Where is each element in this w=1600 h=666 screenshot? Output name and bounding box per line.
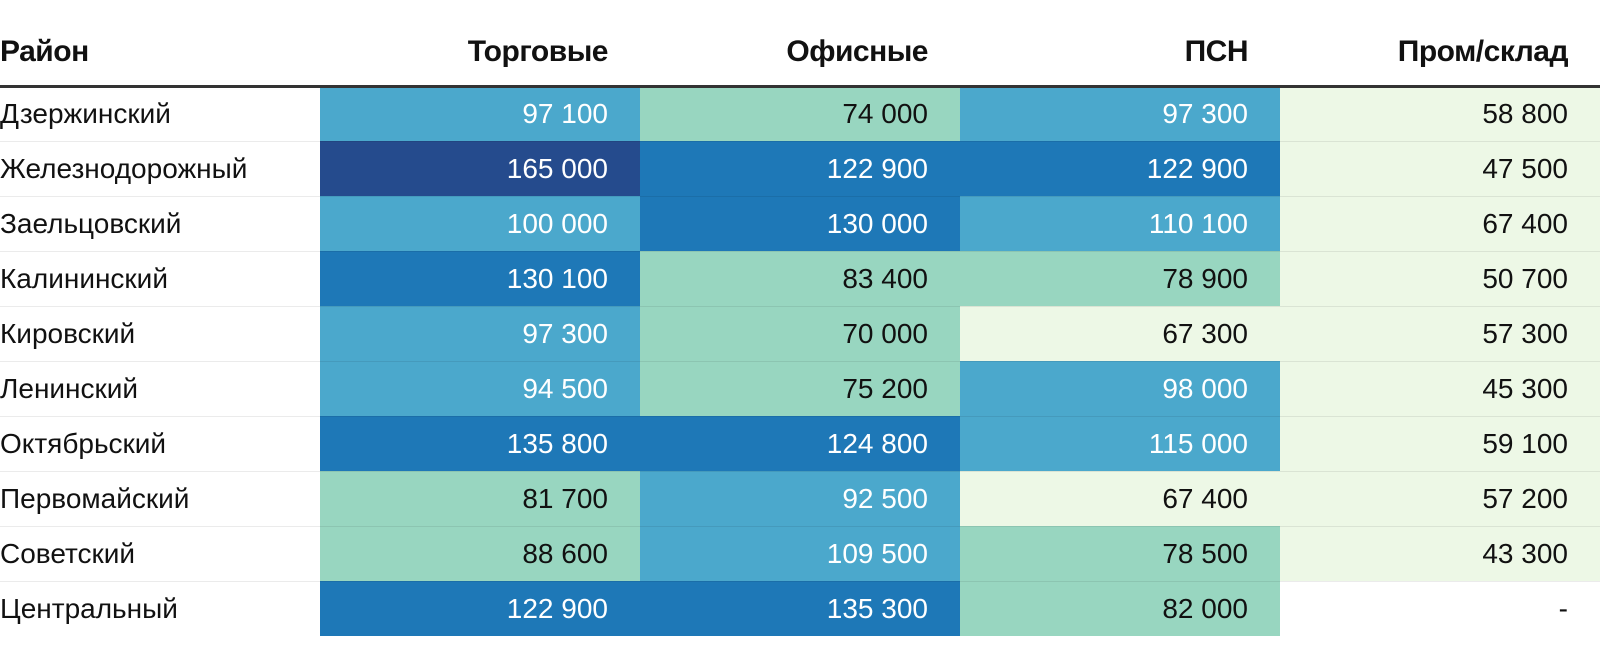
heat-cell: -: [1280, 580, 1600, 636]
heat-cell: 70 000: [640, 305, 960, 361]
district-name: Дзержинский: [0, 98, 171, 129]
district-name: Ленинский: [0, 360, 320, 416]
table-row: Советский 88 600 109 500 78 500 43 300: [0, 525, 1600, 581]
heat-cell: 82 000: [960, 580, 1280, 636]
heat-cell: 115 000: [960, 415, 1280, 471]
heat-cell: 97 300: [320, 305, 640, 361]
table-body: Дзержинский 97 100 74 000 97 300 58 800 Желез…: [0, 86, 1600, 636]
heat-cell: 122 900: [320, 580, 640, 636]
heat-cell: 74 000: [640, 86, 960, 141]
heat-cell: 75 200: [640, 360, 960, 416]
heat-cell: 100 000: [320, 195, 640, 251]
district-name: Центральный: [0, 580, 320, 636]
table-row: Дзержинский 97 100 74 000 97 300 58 800: [0, 86, 1600, 141]
heat-cell: 58 800: [1280, 86, 1600, 141]
heat-cell: 50 700: [1280, 250, 1600, 306]
heat-cell: 45 300: [1280, 360, 1600, 416]
table-row: Октябрьский 135 800 124 800 115 000 59 100: [0, 415, 1600, 471]
heat-cell: 165 000: [320, 140, 640, 196]
heat-cell: 78 500: [960, 525, 1280, 581]
heat-cell: 57 200: [1280, 470, 1600, 526]
column-header-industrial: Пром/склад: [1280, 0, 1600, 88]
heat-cell: 135 300: [640, 580, 960, 636]
heat-cell: 97 100: [320, 86, 640, 141]
heat-cell: 67 400: [960, 470, 1280, 526]
district-name: Калининский: [0, 250, 320, 306]
heat-cell: 124 800: [640, 415, 960, 471]
heat-cell: 78 900: [960, 250, 1280, 306]
heat-cell: 81 700: [320, 470, 640, 526]
heat-cell: 47 500: [1280, 140, 1600, 196]
table-row: Железнодорожный 165 000 122 900 122 900 47 5…: [0, 140, 1600, 196]
heat-cell: 122 900: [960, 140, 1280, 196]
heatmap-table: Район Торговые Офисные ПСН Пром/склад Дз…: [0, 0, 1600, 636]
heat-cell: 109 500: [640, 525, 960, 581]
header-row: Район Торговые Офисные ПСН Пром/склад: [0, 0, 1600, 88]
district-name: Советский: [0, 525, 320, 581]
heat-cell: 130 000: [640, 195, 960, 251]
heat-cell: 88 600: [320, 525, 640, 581]
column-header-office: Офисные: [640, 0, 960, 88]
table-row: Заельцовский 100 000 130 000 110 100 67 400: [0, 195, 1600, 251]
heat-cell: 57 300: [1280, 305, 1600, 361]
heat-cell: 122 900: [640, 140, 960, 196]
heat-cell: 59 100: [1280, 415, 1600, 471]
heat-cell: 135 800: [320, 415, 640, 471]
column-header-retail: Торговые: [320, 0, 640, 88]
heat-cell: 98 000: [960, 360, 1280, 416]
table-row: Кировский 97 300 70 000 67 300 57 300: [0, 305, 1600, 361]
heat-cell: 130 100: [320, 250, 640, 306]
heat-cell: 92 500: [640, 470, 960, 526]
table-row: Центральный 122 900 135 300 82 000-: [0, 580, 1600, 636]
heat-cell: 110 100: [960, 195, 1280, 251]
column-header-district: Район: [0, 0, 320, 88]
district-name: Октябрьский: [0, 415, 320, 471]
heat-cell: 67 400: [1280, 195, 1600, 251]
heat-cell: 67 300: [960, 305, 1280, 361]
heat-cell: 94 500: [320, 360, 640, 416]
table-row: Калининский 130 100 83 400 78 900 50 700: [0, 250, 1600, 306]
heat-cell: 97 300: [960, 86, 1280, 141]
heat-cell: 43 300: [1280, 525, 1600, 581]
district-name: Кировский: [0, 305, 320, 361]
district-name: Заельцовский: [0, 195, 320, 251]
table-row: Первомайский 81 700 92 500 67 400 57 200: [0, 470, 1600, 526]
district-name: Первомайский: [0, 470, 320, 526]
heat-cell: 83 400: [640, 250, 960, 306]
district-name: Железнодорожный: [0, 140, 320, 196]
table-row: Ленинский 94 500 75 200 98 000 45 300: [0, 360, 1600, 416]
column-header-psn: ПСН: [960, 0, 1280, 88]
